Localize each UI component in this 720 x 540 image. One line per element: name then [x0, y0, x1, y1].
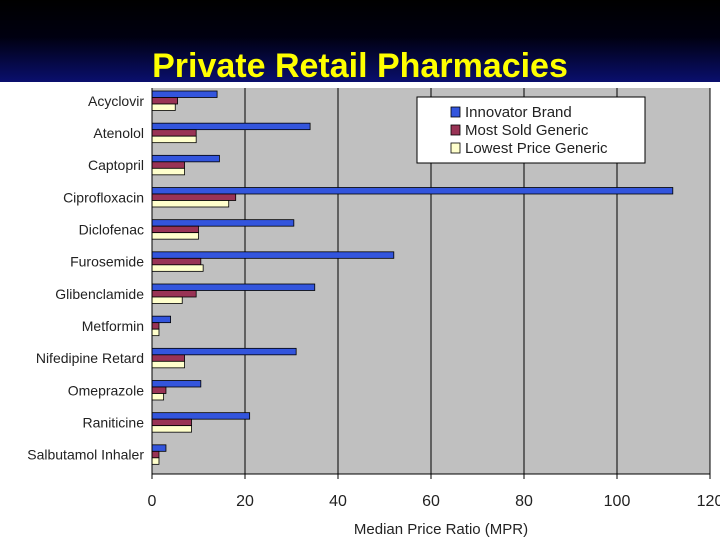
legend-swatch	[450, 106, 461, 118]
category-label: Omeprazole	[68, 382, 144, 398]
bar	[151, 97, 178, 105]
category-label: Nifedipine Retard	[36, 350, 144, 366]
bar	[151, 257, 202, 266]
bar	[151, 193, 237, 201]
bar	[151, 450, 160, 459]
page-title: Private Retail Pharmacies	[152, 47, 568, 85]
tick-label: 0	[148, 493, 157, 510]
tick-label: 40	[329, 493, 347, 510]
bars-group	[151, 90, 674, 465]
bar-chart: Acyclovir Atenolol Captopril Ciprofloxacin D…	[27, 88, 720, 538]
bar	[151, 232, 199, 240]
x-axis-ticks: 0 20 40 60 80 100 120	[148, 474, 720, 510]
category-label: Diclofenac	[79, 221, 144, 237]
bar	[151, 167, 185, 176]
bar	[151, 264, 204, 272]
category-label: Salbutamol Inhaler	[27, 447, 144, 463]
bar	[151, 418, 192, 427]
bar	[151, 129, 197, 137]
category-label: Raniticine	[83, 414, 145, 430]
bar	[151, 444, 167, 452]
category-label: Captopril	[88, 157, 144, 173]
bar	[151, 200, 230, 208]
legend-swatch	[450, 124, 461, 136]
x-axis-label: Median Price Ratio (MPR)	[354, 521, 528, 538]
tick-label: 60	[422, 493, 440, 510]
tick-label: 80	[515, 493, 533, 510]
bar	[151, 412, 251, 420]
tick-label: 100	[604, 493, 631, 510]
bar	[151, 251, 395, 259]
bar	[151, 296, 183, 304]
legend-entry: Innovator Brand	[465, 104, 572, 121]
category-label: Acyclovir	[88, 93, 144, 109]
tick-label: 120	[697, 493, 720, 510]
legend-entry: Lowest Price Generic	[465, 140, 608, 157]
bar	[151, 315, 172, 324]
bar	[151, 122, 311, 131]
bar	[151, 161, 185, 169]
bar	[151, 354, 185, 362]
category-label: Metformin	[82, 318, 144, 334]
bar	[151, 103, 176, 111]
bar	[151, 457, 160, 465]
tick-label: 20	[236, 493, 254, 510]
legend-entry: Most Sold Generic	[465, 122, 589, 139]
legend-swatch	[450, 142, 461, 154]
category-label: Furosemide	[70, 254, 144, 270]
bar	[151, 360, 185, 369]
category-labels: Acyclovir Atenolol Captopril Ciprofloxacin D…	[27, 93, 144, 463]
bar	[151, 154, 220, 163]
bar	[151, 219, 295, 227]
bar	[151, 347, 297, 356]
bar	[151, 393, 165, 401]
bar	[151, 290, 197, 298]
bar	[151, 328, 160, 337]
bar	[151, 283, 316, 291]
bar	[151, 225, 199, 234]
bar	[151, 386, 167, 394]
bar	[151, 187, 674, 195]
bar	[151, 322, 160, 330]
category-label: Glibenclamide	[55, 286, 144, 302]
bar	[151, 90, 218, 98]
category-label: Ciprofloxacin	[63, 189, 144, 205]
category-label: Atenolol	[93, 125, 144, 141]
bar	[151, 380, 202, 388]
bar	[151, 425, 192, 433]
slide-header	[0, 0, 720, 82]
bar	[151, 135, 197, 144]
